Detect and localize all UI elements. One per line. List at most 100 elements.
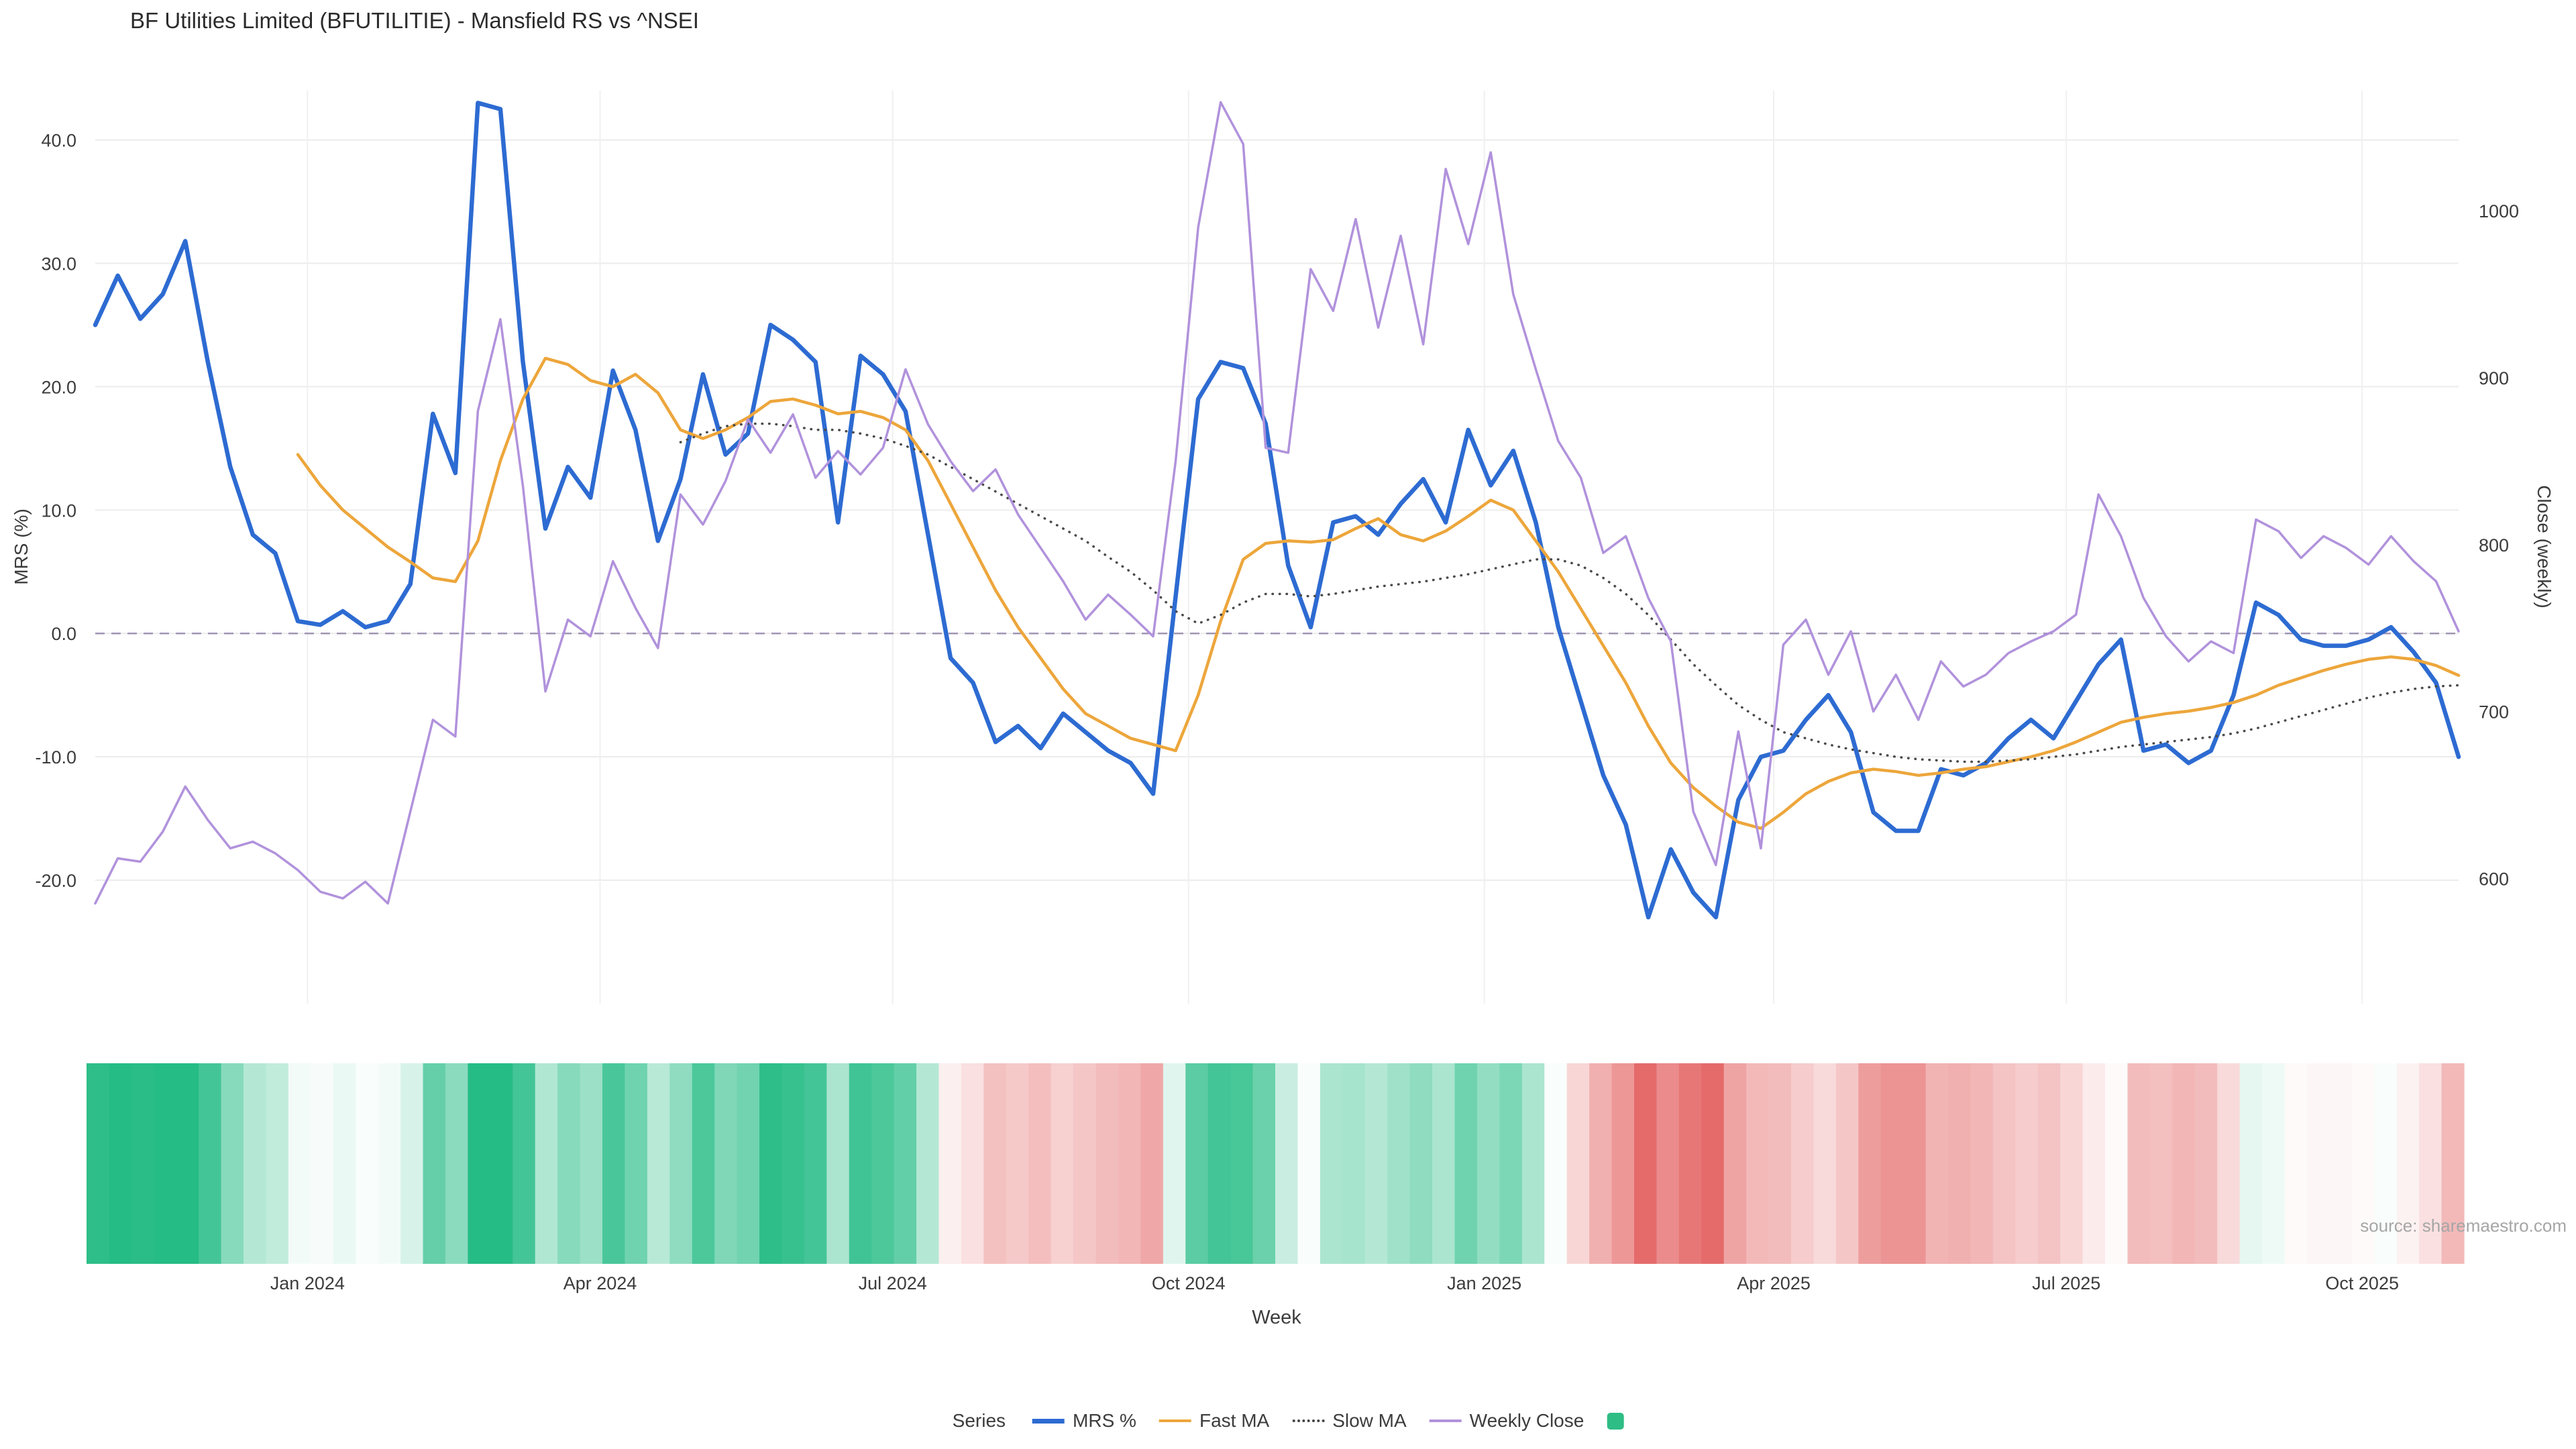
heatmap-cell[interactable] <box>1790 1063 1815 1264</box>
heatmap-cell[interactable] <box>1140 1063 1164 1264</box>
heatmap-cell[interactable] <box>2217 1063 2241 1264</box>
heatmap-cell[interactable] <box>244 1063 267 1264</box>
heatmap-cell[interactable] <box>1813 1063 1837 1264</box>
heatmap-cell[interactable] <box>311 1063 334 1264</box>
series-weekly-close-line[interactable] <box>94 101 2460 905</box>
heatmap-cell[interactable] <box>333 1063 356 1264</box>
heatmap-cell[interactable] <box>154 1063 177 1264</box>
heatmap-cell[interactable] <box>1073 1063 1097 1264</box>
legend-item-fast-ma[interactable]: Fast MA <box>1159 1410 1269 1432</box>
heatmap-cell[interactable] <box>1723 1063 1747 1264</box>
heatmap-cell[interactable] <box>1656 1063 1680 1264</box>
heatmap-cell[interactable] <box>2284 1063 2308 1264</box>
heatmap-cell[interactable] <box>2441 1063 2465 1264</box>
heatmap-cell[interactable] <box>1409 1063 1433 1264</box>
heatmap-cell[interactable] <box>2172 1063 2196 1264</box>
heatmap-cell[interactable] <box>826 1063 850 1264</box>
legend-item-mrs[interactable]: MRS % <box>1032 1410 1136 1432</box>
heatmap-cell[interactable] <box>1544 1063 1568 1264</box>
heatmap-cell[interactable] <box>2306 1063 2330 1264</box>
heatmap-cell[interactable] <box>1970 1063 1994 1264</box>
heatmap-cell[interactable] <box>1118 1063 1141 1264</box>
heatmap-cell[interactable] <box>1252 1063 1276 1264</box>
heatmap-cell[interactable] <box>2329 1063 2353 1264</box>
heatmap-cell[interactable] <box>468 1063 491 1264</box>
heatmap-cell[interactable] <box>692 1063 715 1264</box>
heatmap-cell[interactable] <box>2262 1063 2286 1264</box>
series-fast-ma-line[interactable] <box>296 356 2461 830</box>
heatmap-cell[interactable] <box>1364 1063 1388 1264</box>
heatmap-cell[interactable] <box>1230 1063 1254 1264</box>
heatmap-cell[interactable] <box>1880 1063 1904 1264</box>
heatmap-cell[interactable] <box>199 1063 222 1264</box>
heatmap-cell[interactable] <box>1589 1063 1613 1264</box>
heatmap-cell[interactable] <box>2351 1063 2375 1264</box>
series-mrs-line[interactable] <box>93 101 2461 920</box>
heatmap-cell[interactable] <box>1499 1063 1523 1264</box>
legend-item-weekly-close[interactable]: Weekly Close <box>1429 1410 1584 1432</box>
heatmap-cell[interactable] <box>288 1063 311 1264</box>
heatmap-cell[interactable] <box>647 1063 670 1264</box>
heatmap-cell[interactable] <box>1208 1063 1231 1264</box>
heatmap-cell[interactable] <box>2374 1063 2398 1264</box>
heatmap-cell[interactable] <box>938 1063 962 1264</box>
heatmap-cell[interactable] <box>1611 1063 1635 1264</box>
heatmap-cell[interactable] <box>1835 1063 1859 1264</box>
heatmap-cell[interactable] <box>356 1063 379 1264</box>
heatmap-cell[interactable] <box>1903 1063 1927 1264</box>
heatmap-cell[interactable] <box>1992 1063 2016 1264</box>
heatmap-cell[interactable] <box>1342 1063 1366 1264</box>
heatmap-cell[interactable] <box>1701 1063 1725 1264</box>
heatmap-cell[interactable] <box>1275 1063 1299 1264</box>
heatmap-cell[interactable] <box>266 1063 289 1264</box>
legend-item-heatmap[interactable] <box>1607 1412 1624 1430</box>
heatmap-cell[interactable] <box>1163 1063 1186 1264</box>
heatmap-cell[interactable] <box>1454 1063 1478 1264</box>
heatmap-cell[interactable] <box>759 1063 783 1264</box>
heatmap-cell[interactable] <box>87 1063 110 1264</box>
heatmap-cell[interactable] <box>1006 1063 1029 1264</box>
heatmap-cell[interactable] <box>109 1063 132 1264</box>
heatmap-cell[interactable] <box>131 1063 154 1264</box>
heatmap-cell[interactable] <box>176 1063 199 1264</box>
heatmap-cell[interactable] <box>961 1063 984 1264</box>
heatmap-cell[interactable] <box>535 1063 558 1264</box>
heatmap-cell[interactable] <box>1768 1063 1792 1264</box>
heatmap-cell[interactable] <box>849 1063 872 1264</box>
heatmap-cell[interactable] <box>804 1063 827 1264</box>
heatmap-cell[interactable] <box>1746 1063 1770 1264</box>
heatmap-cell[interactable] <box>894 1063 917 1264</box>
heatmap-cell[interactable] <box>580 1063 603 1264</box>
heatmap-cell[interactable] <box>2149 1063 2173 1264</box>
heatmap-cell[interactable] <box>221 1063 244 1264</box>
heatmap-cell[interactable] <box>2060 1063 2084 1264</box>
heatmap-cell[interactable] <box>378 1063 401 1264</box>
heatmap-cell[interactable] <box>400 1063 424 1264</box>
heatmap-cell[interactable] <box>2082 1063 2106 1264</box>
heatmap-cell[interactable] <box>2105 1063 2129 1264</box>
heatmap-cell[interactable] <box>1297 1063 1321 1264</box>
heatmap-cell[interactable] <box>602 1063 626 1264</box>
heatmap-cell[interactable] <box>1925 1063 1949 1264</box>
heatmap-cell[interactable] <box>2037 1063 2061 1264</box>
heatmap-cell[interactable] <box>1432 1063 1456 1264</box>
heatmap-cell[interactable] <box>1858 1063 1882 1264</box>
heatmap-cell[interactable] <box>490 1063 513 1264</box>
heatmap-cell[interactable] <box>1566 1063 1590 1264</box>
heatmap-cell[interactable] <box>1095 1063 1119 1264</box>
heatmap-cell[interactable] <box>1028 1063 1052 1264</box>
heatmap-cell[interactable] <box>2015 1063 2039 1264</box>
heatmap-cell[interactable] <box>2419 1063 2443 1264</box>
heatmap-cell[interactable] <box>2239 1063 2263 1264</box>
heatmap-cell[interactable] <box>1477 1063 1500 1264</box>
heatmap-cell[interactable] <box>1051 1063 1074 1264</box>
heatmap-cell[interactable] <box>2194 1063 2218 1264</box>
heatmap-cell[interactable] <box>2127 1063 2151 1264</box>
heatmap-cell[interactable] <box>1948 1063 1972 1264</box>
heatmap-cell[interactable] <box>423 1063 446 1264</box>
heatmap-cell[interactable] <box>1320 1063 1343 1264</box>
heatmap-cell[interactable] <box>445 1063 468 1264</box>
heatmap-cell[interactable] <box>737 1063 760 1264</box>
heatmap-cell[interactable] <box>2396 1063 2420 1264</box>
heatmap-cell[interactable] <box>1633 1063 1657 1264</box>
